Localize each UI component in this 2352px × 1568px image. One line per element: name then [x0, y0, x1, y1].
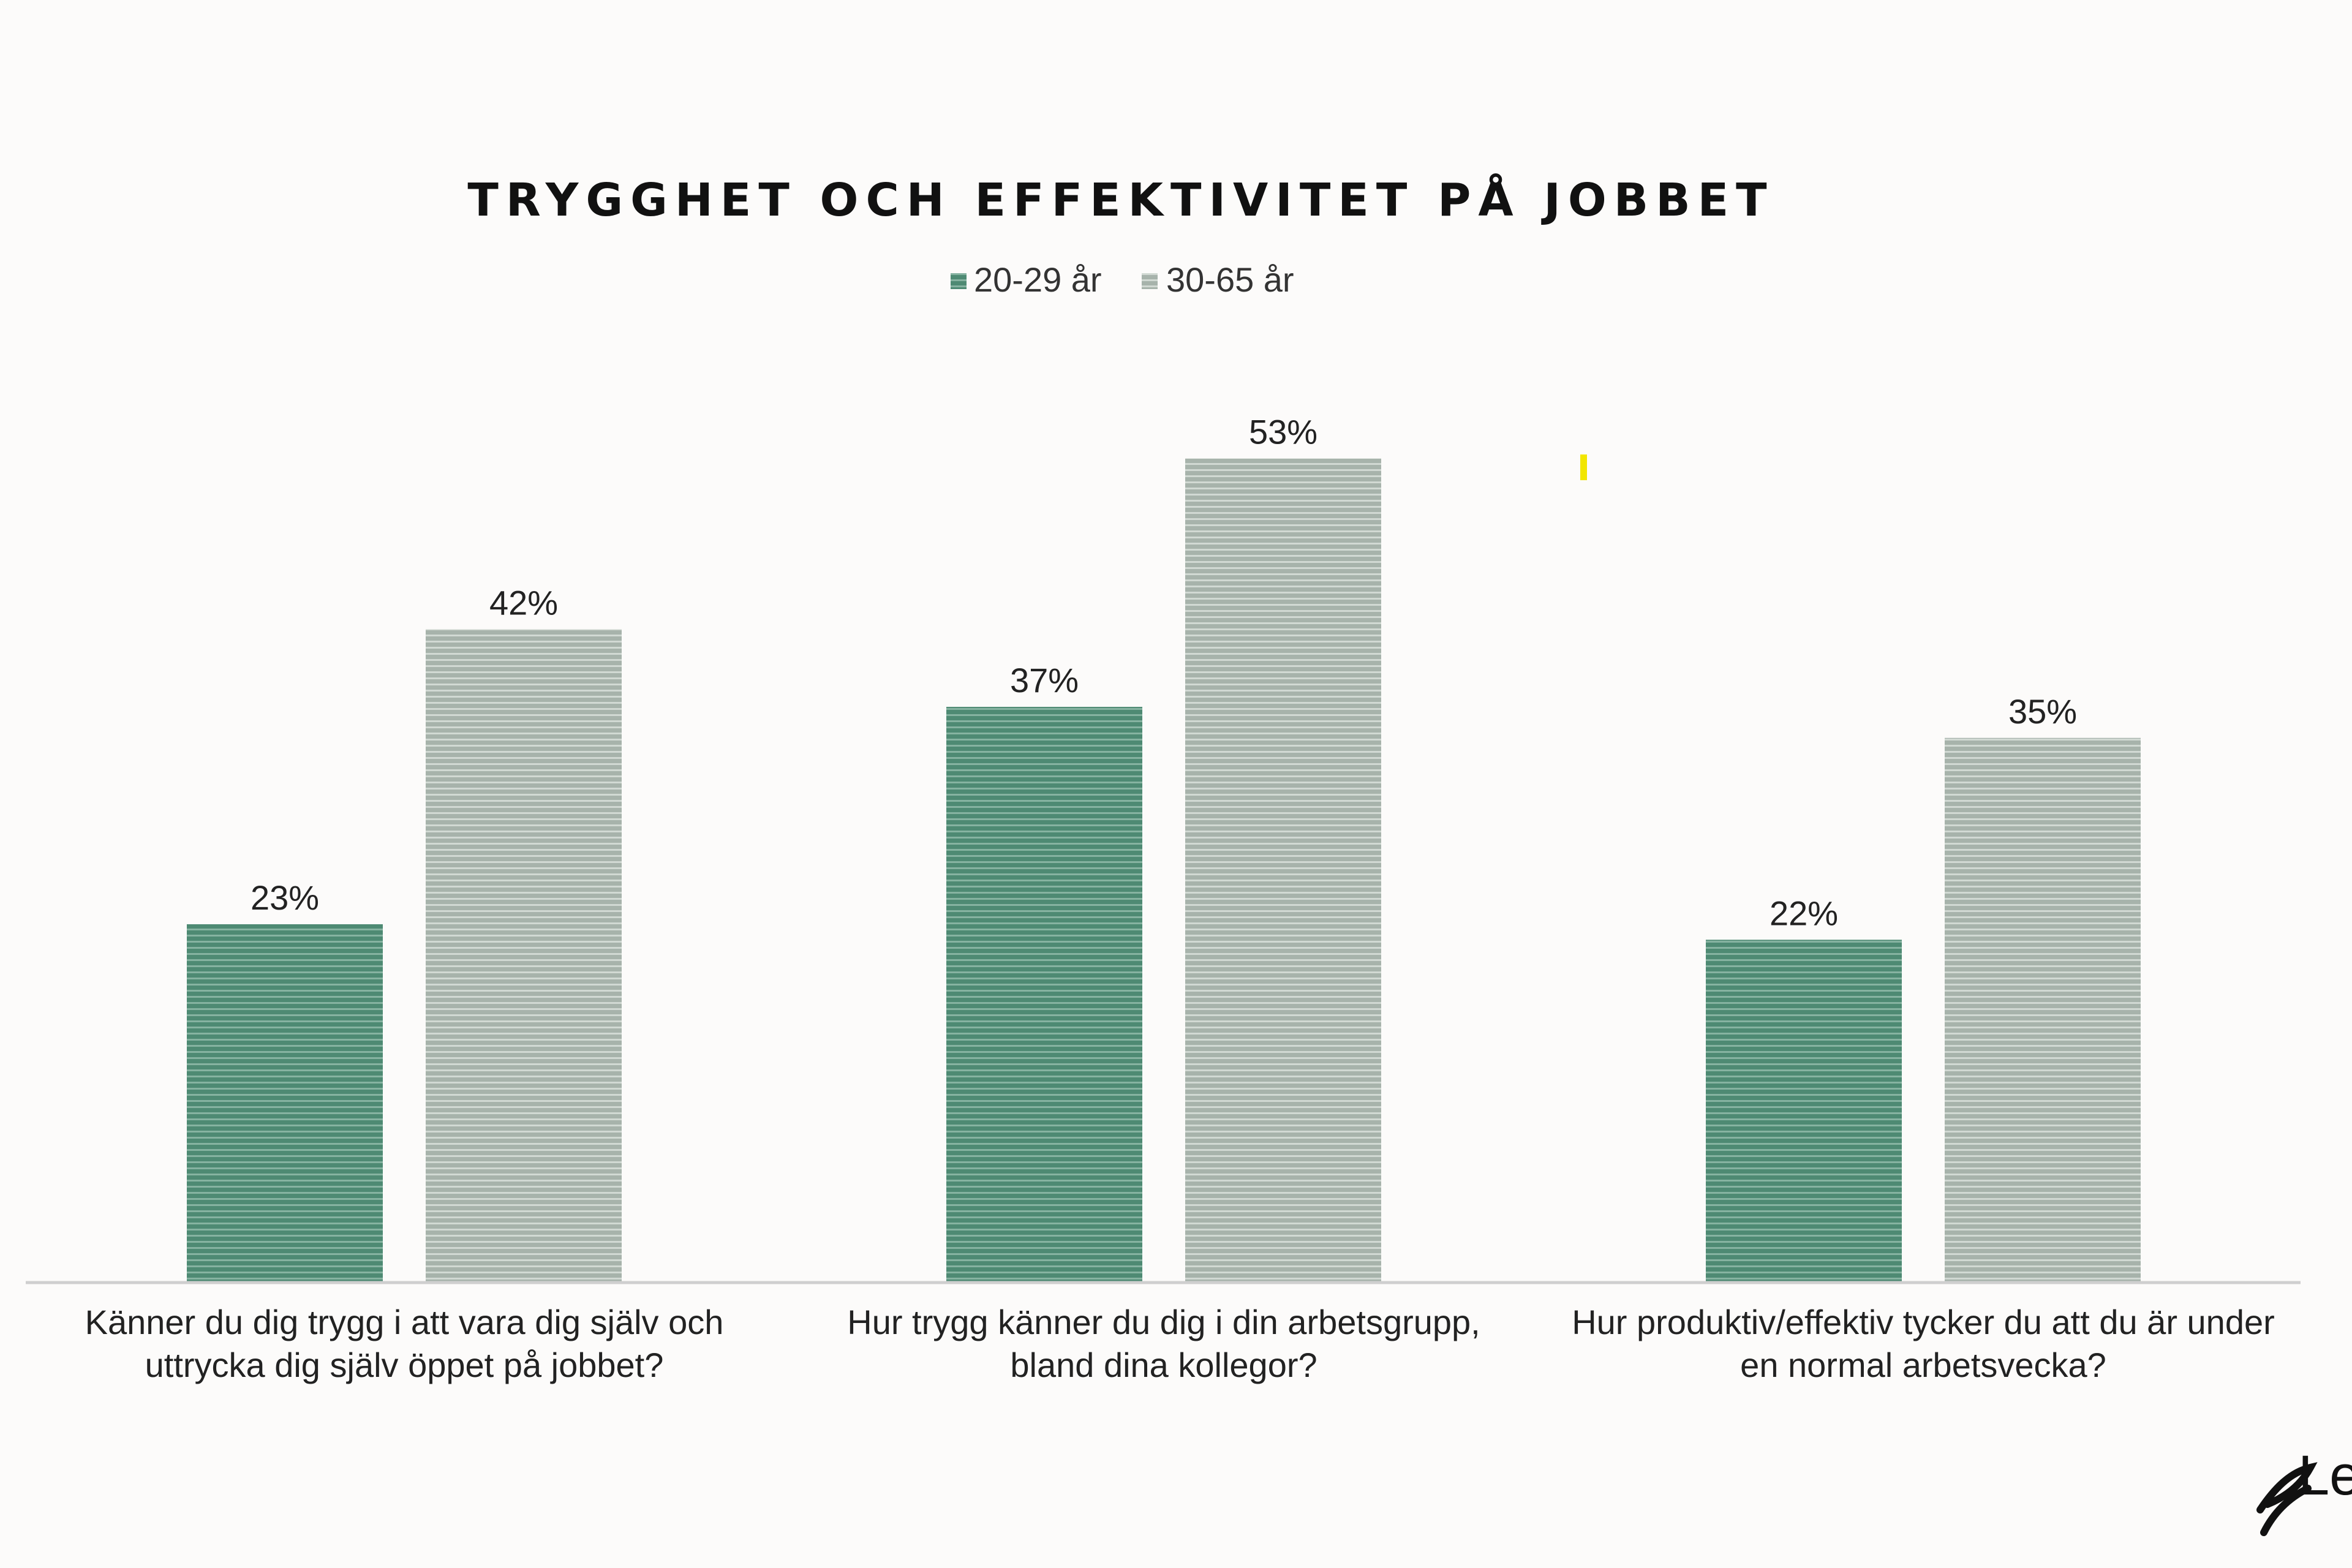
- category-label-2-line-0: Hur produktiv/effektiv tycker du att du …: [1572, 1303, 2275, 1341]
- bar-series1-cat2: [1945, 737, 2141, 1281]
- legend-label-20-29: 20-29 år: [974, 260, 1102, 299]
- category-label-2-line-1: en normal arbetsvecka?: [1740, 1346, 2106, 1384]
- category-label-0: Känner du dig trygg i att vara dig själv…: [85, 1303, 724, 1384]
- bar-series0-cat0: [187, 924, 383, 1281]
- value-label-series1-cat1: 53%: [1249, 412, 1317, 451]
- category-label-0-line-1: uttrycka dig själv öppet på jobbet?: [145, 1346, 664, 1384]
- category-label-0-line-0: Känner du dig trygg i att vara dig själv…: [85, 1303, 724, 1341]
- category-labels: Känner du dig trygg i att vara dig själv…: [85, 1303, 2275, 1384]
- yellow-marker: [1580, 454, 1587, 480]
- legend-swatch-30-65: [1142, 273, 1158, 289]
- category-label-1-line-0: Hur trygg känner du dig i din arbetsgrup…: [847, 1303, 1480, 1341]
- category-label-1-line-1: bland dina kollegor?: [1010, 1346, 1317, 1384]
- legend-swatch-20-29: [951, 273, 967, 289]
- value-label-series0-cat2: 22%: [1770, 894, 1838, 932]
- logo-text: Le: [2298, 1444, 2352, 1507]
- category-label-2: Hur produktiv/effektiv tycker du att du …: [1572, 1303, 2275, 1384]
- value-labels: 23% 37% 22% 42% 53% 35%: [251, 412, 2077, 932]
- value-label-series0-cat0: 23%: [251, 878, 319, 917]
- value-label-series1-cat0: 42%: [489, 583, 558, 622]
- bar-series0-cat1: [946, 707, 1142, 1281]
- logo: Le: [2256, 1444, 2352, 1536]
- bar-series0-cat2: [1706, 940, 1902, 1281]
- bar-series1-cat0: [426, 629, 622, 1281]
- bar-series1-cat1: [1185, 458, 1381, 1282]
- category-label-1: Hur trygg känner du dig i din arbetsgrup…: [847, 1303, 1480, 1384]
- value-label-series0-cat1: 37%: [1010, 661, 1079, 699]
- value-label-series1-cat2: 35%: [2008, 692, 2077, 731]
- bars: [187, 458, 2141, 1282]
- legend-label-30-65: 30-65 år: [1166, 260, 1294, 299]
- leaf-logo-icon: [2256, 1462, 2318, 1536]
- legend: 20-29 år 30-65 år: [951, 260, 1294, 299]
- chart-title: TRYGGHET OCH EFFEKTIVITET PÅ JOBBET: [467, 173, 1774, 227]
